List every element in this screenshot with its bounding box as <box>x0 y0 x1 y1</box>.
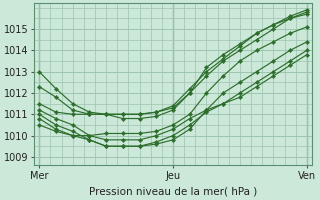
X-axis label: Pression niveau de la mer( hPa ): Pression niveau de la mer( hPa ) <box>89 187 257 197</box>
